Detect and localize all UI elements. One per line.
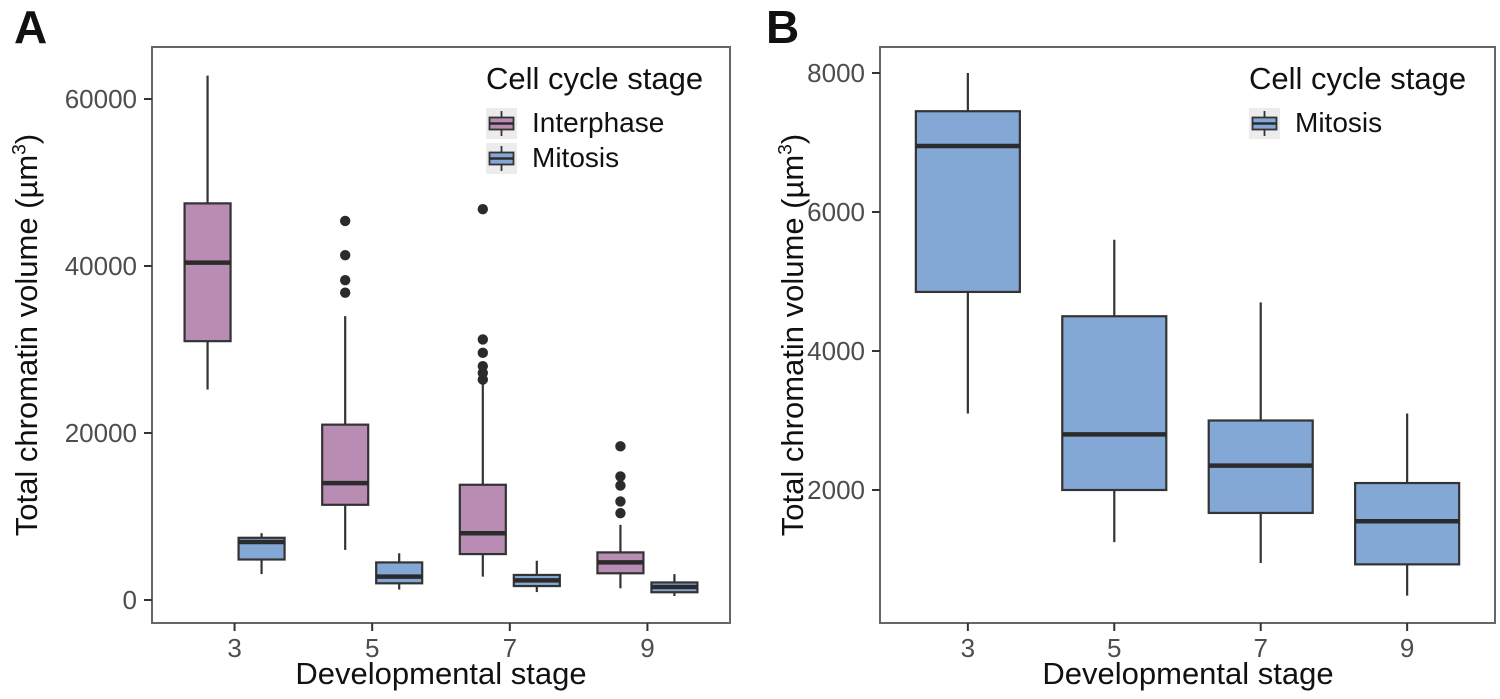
panel-B-y-tick-label: 8000 bbox=[807, 58, 865, 88]
panel-b-y-title-close: ) bbox=[775, 133, 810, 145]
panel-B-x-tick-label: 7 bbox=[1253, 633, 1267, 663]
panel-B-mitosis-stage-3-box bbox=[914, 110, 1021, 294]
panel-B-x-tick-label: 5 bbox=[1107, 633, 1121, 663]
panel-a-label: A bbox=[14, 1, 48, 53]
panel-A-interphase-stage-9-outlier-point bbox=[615, 480, 626, 491]
panel-A-interphase-stage-3-box bbox=[183, 202, 232, 343]
panel-A-mitosis-stage-5-box bbox=[375, 561, 424, 585]
panel-A-interphase-stage-7-outlier-point bbox=[477, 361, 489, 372]
panel-a-y-title-superscript: 3 bbox=[9, 144, 31, 155]
panel-b-legend-title: Cell cycle stage bbox=[1249, 61, 1467, 96]
panel-a-legend-label-mitosis: Mitosis bbox=[532, 142, 620, 174]
panel-A-x-tick-label: 9 bbox=[640, 633, 654, 663]
panel-b-label: B bbox=[766, 1, 800, 53]
panel-A-interphase-stage-9-outlier-point bbox=[615, 471, 626, 482]
panel-A-y-tick-label: 40000 bbox=[65, 251, 137, 281]
panel-a-legend-title: Cell cycle stage bbox=[486, 61, 704, 96]
panel-B-mitosis-stage-5-box bbox=[1061, 315, 1168, 492]
panel-a-y-axis-title: Total chromatin volume (µm3) bbox=[9, 134, 45, 536]
panel-A-x-tick-label: 7 bbox=[503, 633, 517, 663]
panel-A-interphase-stage-7-outlier-point bbox=[477, 204, 489, 215]
panel-B-x-tick-label: 3 bbox=[961, 633, 975, 663]
panel-b-y-axis-title: Total chromatin volume (µm3) bbox=[775, 134, 811, 536]
panel-a-legend-item-mitosis: Mitosis bbox=[486, 141, 703, 176]
panel-B-y-tick-label: 2000 bbox=[807, 475, 865, 505]
panel-A-interphase-stage-5-box bbox=[321, 423, 370, 506]
panel-A-border bbox=[151, 46, 731, 624]
legend-key-glyph bbox=[488, 110, 515, 136]
panel-a-legend-item-interphase: Interphase bbox=[486, 106, 703, 141]
interphase-boxplot-key-icon bbox=[486, 107, 517, 139]
panel-B-y-tick-label: 6000 bbox=[807, 197, 865, 227]
panel-A-x-tick-label: 3 bbox=[227, 633, 241, 663]
panel-B-mitosis-stage-9-box bbox=[1354, 481, 1461, 566]
mitosis-boxplot-key-icon bbox=[1249, 107, 1280, 139]
panel-B-x-tick-label: 9 bbox=[1400, 633, 1414, 663]
panel-A-y-tick-label: 0 bbox=[123, 585, 137, 615]
panel-b-y-title-superscript: 3 bbox=[775, 144, 797, 155]
panel-A-interphase-stage-9-outlier-point bbox=[615, 496, 626, 507]
panel-b-legend-label-mitosis: Mitosis bbox=[1295, 107, 1383, 139]
panel-a-y-title-text: Total chromatin volume (µm bbox=[9, 154, 44, 537]
panel-A-interphase-stage-7-outlier-point bbox=[477, 334, 489, 345]
panel-a-legend: Cell cycle stage Interphase Mitosis bbox=[486, 61, 703, 176]
panel-A-x-tick-label: 5 bbox=[365, 633, 379, 663]
mitosis-boxplot-key-icon bbox=[486, 142, 517, 174]
panel-A-interphase-stage-7-outlier-point bbox=[477, 347, 489, 359]
legend-key-glyph bbox=[488, 145, 515, 171]
panel-a-legend-label-interphase: Interphase bbox=[532, 107, 665, 139]
panel-A-y-tick-label: 60000 bbox=[65, 84, 137, 114]
panel-A-interphase-stage-7-box bbox=[458, 483, 507, 556]
panel-A-interphase-stage-9-outlier-point bbox=[615, 507, 626, 519]
panel-A-y-tick-label: 20000 bbox=[65, 418, 137, 448]
panel-A-interphase-stage-5-outlier-point bbox=[339, 215, 351, 227]
panel-B-y-tick-label: 4000 bbox=[807, 336, 865, 366]
panel-A-interphase-stage-9-outlier-point bbox=[615, 441, 626, 452]
panel-b-legend-item-mitosis: Mitosis bbox=[1249, 106, 1466, 141]
panel-b-y-title-text: Total chromatin volume (µm bbox=[775, 154, 810, 537]
panel-b-x-axis-title: Developmental stage bbox=[1042, 656, 1334, 691]
panel-a-x-axis-title: Developmental stage bbox=[295, 656, 587, 691]
panel-A-interphase-stage-5-outlier-point bbox=[339, 249, 351, 261]
panel-b-legend: Cell cycle stage Mitosis bbox=[1249, 61, 1466, 141]
panel-a-y-title-close: ) bbox=[9, 133, 44, 145]
panel-A-interphase-stage-5-outlier-point bbox=[339, 274, 351, 286]
panel-A-interphase-stage-5-outlier-point bbox=[339, 287, 351, 298]
legend-key-glyph bbox=[1251, 110, 1278, 136]
